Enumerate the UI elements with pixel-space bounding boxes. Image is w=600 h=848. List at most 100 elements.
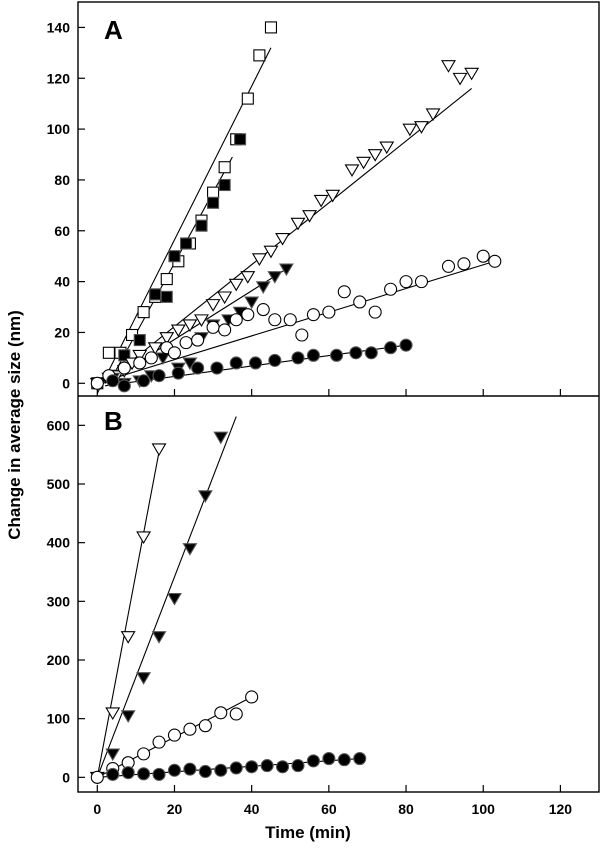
point-triangle-filled [155,352,171,366]
point-circle-filled [306,754,320,768]
point-circle-open [206,320,220,334]
point-triangle-open [414,121,429,134]
point-circle-open [133,356,147,370]
x-tick-label: 100 [472,801,496,817]
point-circle-open [441,259,456,273]
fit-line-triangle-filled [96,416,237,778]
point-circle-open [214,706,228,720]
point-triangle-filled [136,672,152,685]
panel-b-axes: 0 100 200 300 400 500 600 0 20 40 60 80 100 120 [47,417,573,817]
point-circle-filled [152,369,166,383]
point-triangle-open [402,123,418,137]
point-circle-filled [191,361,205,375]
point-triangle-open [251,253,267,266]
point-circle-filled [229,356,243,370]
x-tick-label: 0 [93,801,101,817]
point-triangle-open [194,314,209,328]
y-tick-label: 500 [47,476,71,492]
point-square-filled [218,178,231,192]
point-circle-open [399,275,413,289]
point-triangle-open [120,631,136,644]
point-square-open [218,161,231,174]
point-square-filled [160,290,173,303]
panel-b: 0 100 200 300 400 500 600 0 20 40 60 80 100 120 B [47,406,573,817]
point-square-open [264,21,278,34]
point-circle-open [191,333,205,347]
point-circle-filled [183,762,197,776]
point-triangle-open [464,67,480,81]
point-triangle-open [151,443,167,457]
fit-line-triangle-open [96,451,160,778]
point-triangle-filled [213,431,229,445]
point-circle-filled [330,348,344,362]
point-circle-open [152,735,166,749]
point-circle-filled [152,767,166,781]
y-tick-label: 40 [54,274,70,290]
point-circle-open [457,257,471,271]
point-square-filled [118,349,131,362]
point-triangle-open [159,332,175,345]
point-triangle-open [367,149,383,162]
point-triangle-open [379,141,395,155]
plot-border [77,1,600,793]
x-tick-label: 60 [321,801,337,817]
point-circle-filled [106,767,120,781]
point-circle-open [337,285,351,299]
point-circle-filled [137,374,151,388]
point-circle-filled [353,752,367,766]
point-triangle-filled [278,263,294,277]
point-circle-filled [275,760,290,774]
point-square-filled [207,196,220,209]
point-circle-open [306,308,320,322]
point-circle-filled [106,374,120,388]
x-tick-label: 20 [167,801,183,817]
y-tick-label: 300 [47,593,71,609]
point-circle-filled [167,763,182,777]
point-circle-filled [260,759,274,773]
y-tick-label: 600 [47,417,71,433]
fit-line-circle-filled [97,758,360,778]
point-circle-filled [364,346,378,360]
point-circle-open [198,719,212,733]
point-circle-filled [117,379,131,393]
y-tick-label: 100 [47,121,71,137]
y-tick-label: 60 [54,223,70,239]
point-circle-filled [322,752,336,766]
point-triangle-filled [267,271,283,284]
point-circle-open [368,305,382,319]
point-circle-filled [268,353,282,367]
point-triangle-open [105,707,121,721]
point-triangle-open [136,531,152,545]
point-circle-open [295,328,309,342]
panel-a-axes: 0 20 40 60 80 100 120 140 [47,19,562,396]
plot-frame [77,1,600,793]
point-square-filled [180,237,193,250]
point-triangle-filled [151,631,167,644]
point-circle-filled [198,764,212,779]
point-circle-filled [349,346,363,360]
point-square-open [137,306,150,319]
point-square-filled [149,288,162,301]
point-circle-filled [121,766,135,780]
point-triangle-open [217,291,233,305]
y-tick-label: 80 [54,172,70,188]
y-tick-label: 120 [47,70,71,86]
point-circle-open [137,747,151,761]
point-triangle-open [452,72,468,86]
point-triangle-open [263,245,279,259]
point-circle-open [90,376,104,390]
point-triangle-open [240,271,256,284]
point-circle-open [229,707,243,721]
x-axis-title: Time (min) [265,823,351,842]
point-triangle-open [344,164,360,178]
point-circle-filled [245,760,259,774]
point-circle-open [183,722,197,736]
point-triangle-open [182,319,198,333]
point-square-filled [133,334,146,347]
point-circle-open [229,313,243,327]
point-square-open [160,273,173,286]
point-circle-open [167,346,182,360]
point-circle-filled [337,753,351,767]
point-circle-open [117,361,131,375]
